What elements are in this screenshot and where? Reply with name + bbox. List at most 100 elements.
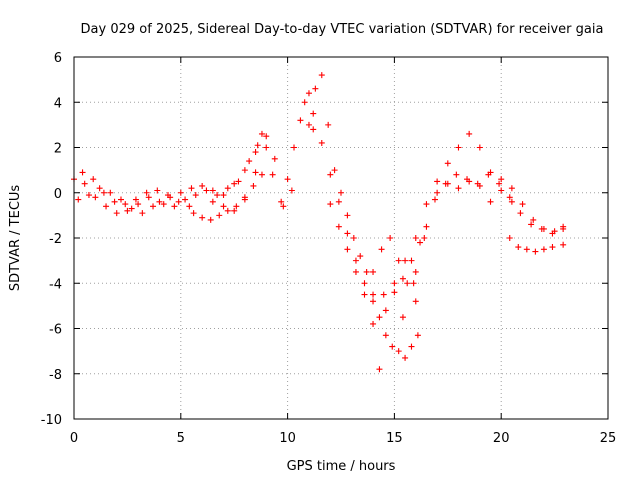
series-arc-b [75,133,295,217]
series-arc-h [327,201,419,305]
data-point [423,201,430,208]
data-point [487,198,494,205]
data-point [538,225,545,232]
data-point [224,185,231,192]
y-tick-label: -10 [41,413,62,428]
data-point [209,187,216,194]
data-point [263,144,270,151]
series-arc-j [399,171,567,321]
data-point [305,90,312,97]
y-tick-label: 0 [54,187,62,202]
y-axis-label: SDTVAR / TECUs [8,185,23,292]
data-point [485,171,492,178]
data-point [560,225,567,232]
data-point [370,268,377,275]
data-point [250,182,257,189]
data-point [182,196,189,203]
data-point [139,210,146,217]
data-point [331,167,338,174]
x-tick-label: 25 [600,431,617,446]
data-point [284,176,291,183]
data-point [417,239,424,246]
data-point [412,298,419,305]
data-point [370,291,377,298]
data-point [327,171,334,178]
data-point [278,198,285,205]
series-arc-c [79,169,193,210]
data-point [280,203,287,210]
data-point [421,235,428,241]
x-axis-label: GPS time / hours [287,459,396,474]
data-point [496,180,503,187]
data-point [335,223,342,230]
series-arc-e [209,169,259,214]
data-point [186,203,193,210]
data-point [156,198,163,205]
data-point [312,85,319,92]
data-point [350,235,357,241]
x-tick-label: 15 [386,431,403,446]
data-point [498,187,505,194]
data-point [135,201,142,208]
data-point [143,189,150,196]
data-point [434,178,441,185]
data-point [318,72,325,79]
data-point [363,268,370,275]
data-point [382,307,389,314]
data-point [335,198,342,205]
data-point [103,203,110,210]
data-point [382,332,389,339]
data-point [220,192,227,199]
data-point [361,291,368,298]
data-point [376,314,383,321]
data-point [476,144,483,151]
data-point [79,169,86,176]
data-point [402,354,409,361]
data-point [254,142,261,149]
data-point [235,178,242,185]
series-arc-f [305,72,421,361]
x-tick-label: 20 [493,431,510,446]
data-point [395,257,402,264]
data-point [175,198,182,205]
data-point [361,280,368,287]
data-point [190,210,197,217]
data-point [506,194,513,201]
data-point [455,144,462,151]
data-point [391,280,398,287]
data-point [515,244,522,251]
data-point [291,144,298,151]
data-point [113,210,120,217]
data-point [455,185,462,192]
data-point [160,201,167,208]
data-point [288,187,295,194]
data-point [327,201,334,208]
data-point [207,216,214,223]
data-point [344,230,351,237]
data-point [380,291,387,298]
data-point [399,275,406,282]
data-point [85,192,92,199]
data-point [96,185,103,192]
y-tick-label: -2 [49,232,62,247]
data-point [263,133,270,140]
data-point [203,187,210,194]
y-tick-label: 4 [54,96,62,111]
data-point [241,194,248,201]
data-point [224,207,231,214]
y-tick-label: -6 [49,323,62,338]
data-point [395,348,402,355]
data-point [233,203,240,210]
y-tick-label: -4 [49,277,62,292]
axis-ticks [73,56,609,420]
data-point [220,203,227,210]
data-point [378,246,385,253]
series-arc-i [370,130,567,305]
data-point [344,212,351,219]
data-point [325,121,332,128]
series-arc-g [310,126,424,373]
data-point [370,298,377,305]
x-tick-label: 5 [177,431,185,446]
data-point [231,180,238,187]
